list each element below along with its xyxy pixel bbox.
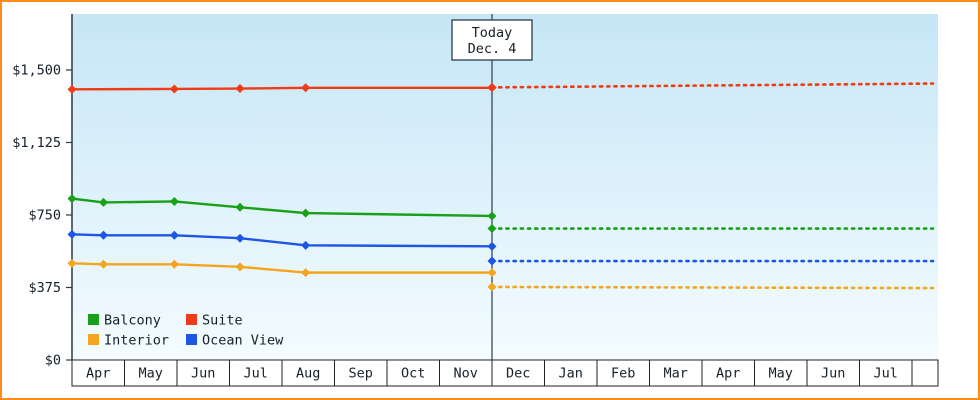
data-point-suite: [301, 83, 311, 93]
month-label: May: [139, 366, 163, 382]
data-point-interior: [301, 268, 311, 278]
month-label: Oct: [401, 366, 425, 382]
data-point-ocean-view: [487, 241, 497, 251]
data-point-suite: [235, 84, 245, 94]
month-label: Jul: [244, 366, 268, 382]
data-point-interior: [235, 262, 245, 272]
legend-label-balcony: Balcony: [104, 313, 161, 329]
month-label: Mar: [664, 366, 688, 382]
data-point-interior: [487, 268, 497, 278]
today-label-box: [451, 19, 533, 61]
data-point-suite: [169, 84, 179, 94]
month-cell: [386, 359, 440, 387]
month-label: Apr: [86, 366, 110, 382]
month-cell-partial: [911, 359, 939, 387]
legend-label-suite: Suite: [202, 313, 243, 329]
y-tick-label: $750: [28, 208, 61, 224]
month-cell: [71, 359, 125, 387]
series-line-interior: [70, 262, 494, 274]
y-tick-label: $1,500: [12, 63, 61, 79]
data-point-ocean-view: [235, 233, 245, 243]
data-point-interior: [67, 258, 77, 268]
data-point-balcony: [235, 202, 245, 212]
data-point-balcony: [169, 196, 179, 206]
data-point-ocean-view: [487, 256, 497, 266]
month-label: May: [769, 366, 793, 382]
data-point-balcony: [487, 211, 497, 221]
data-point-suite: [67, 84, 77, 94]
month-cell: [596, 359, 650, 387]
series-line-ocean-view: [70, 233, 494, 248]
month-label: Dec: [506, 366, 530, 382]
data-point-balcony: [99, 197, 108, 207]
data-point-balcony: [67, 194, 77, 204]
data-point-balcony: [301, 208, 311, 218]
data-point-interior: [99, 259, 108, 269]
month-label: Apr: [716, 366, 740, 382]
legend-swatch-ocean-view: [186, 334, 197, 345]
data-point-interior: [487, 282, 497, 292]
y-tick-label: $375: [28, 280, 61, 296]
y-tick-label: $1,125: [12, 135, 61, 151]
month-cell: [491, 359, 545, 387]
data-point-ocean-view: [301, 240, 311, 250]
month-label: Jun: [191, 366, 215, 382]
month-cell: [229, 359, 283, 387]
series-forecast-suite: [490, 82, 935, 89]
month-cell: [334, 359, 388, 387]
month-label: Sep: [349, 366, 373, 382]
legend-swatch-balcony: [88, 314, 99, 325]
month-cell: [701, 359, 755, 387]
data-point-ocean-view: [169, 230, 179, 240]
y-tick-label: $0: [45, 353, 61, 369]
month-cell: [281, 359, 335, 387]
series-forecast-interior: [490, 285, 935, 290]
series-line-balcony: [70, 197, 494, 218]
data-point-balcony: [487, 224, 497, 234]
month-label: Jul: [874, 366, 898, 382]
month-label: Jun: [821, 366, 845, 382]
month-label: Nov: [454, 366, 478, 382]
plot-area: [72, 14, 938, 360]
legend-swatch-suite: [186, 314, 197, 325]
legend-label-interior: Interior: [104, 333, 169, 349]
data-point-suite: [487, 82, 497, 92]
today-label-line2: Dec. 4: [468, 41, 517, 57]
today-label-line1: Today: [472, 25, 513, 41]
data-point-ocean-view: [67, 229, 77, 239]
month-label: Aug: [296, 366, 320, 382]
month-label: Jan: [559, 366, 583, 382]
month-cell: [439, 359, 493, 387]
legend-label-ocean-view: Ocean View: [202, 333, 284, 349]
data-point-ocean-view: [99, 230, 108, 240]
legend-swatch-interior: [88, 334, 99, 345]
month-label: Feb: [611, 366, 635, 382]
month-cell: [544, 359, 598, 387]
data-point-interior: [169, 259, 179, 269]
month-cell: [754, 359, 808, 387]
month-cell: [649, 359, 703, 387]
